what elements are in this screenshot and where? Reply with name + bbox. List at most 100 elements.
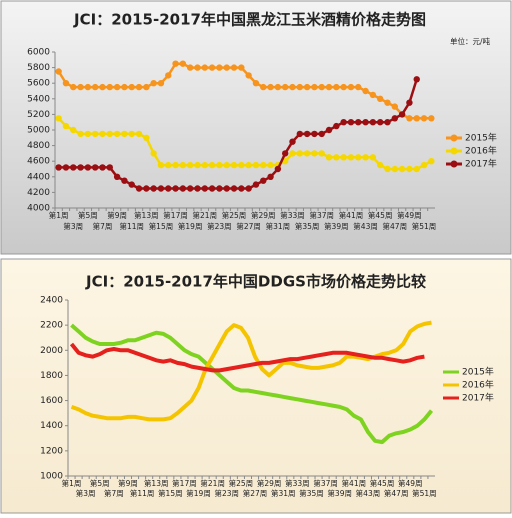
point (347, 83, 355, 91)
point (428, 115, 435, 122)
point (406, 115, 413, 122)
point (347, 119, 355, 126)
point (113, 173, 121, 180)
point (376, 119, 384, 126)
point (303, 83, 311, 91)
point (223, 161, 230, 169)
point (420, 161, 428, 169)
x-tick-label: 第37周 (309, 210, 334, 220)
x-tick-label: 第47周 (383, 221, 408, 231)
point (230, 64, 238, 71)
point (208, 161, 216, 169)
y-tick-label: 5600 (27, 79, 50, 89)
point (99, 130, 106, 138)
point (194, 64, 201, 71)
point (77, 130, 84, 138)
point (267, 83, 274, 91)
y-tick-label: 1000 (40, 472, 63, 482)
point (143, 134, 150, 141)
point (355, 119, 362, 126)
x-tick-label: 第19周 (186, 488, 211, 498)
point (230, 161, 238, 169)
point (398, 165, 406, 173)
x-tick-label: 第41周 (342, 478, 367, 488)
point (340, 154, 347, 161)
point (245, 161, 252, 169)
point (274, 165, 282, 173)
point (113, 130, 121, 138)
point (325, 83, 333, 91)
point (186, 64, 194, 71)
x-tick-label: 第13周 (134, 210, 159, 220)
point (201, 64, 209, 71)
point (318, 83, 325, 91)
x-tick-label: 第39周 (324, 221, 349, 231)
point (121, 130, 128, 138)
x-tick-label: 第49周 (397, 210, 422, 220)
point (201, 185, 209, 192)
point (296, 150, 304, 157)
point (281, 150, 289, 157)
y-tick-label: 1600 (40, 396, 63, 406)
chart-title: JCI：2015-2017年中国DDGS市场价格走势比较 (85, 273, 426, 291)
x-tick-label: 第15周 (158, 488, 183, 498)
point (143, 185, 150, 192)
point (245, 185, 252, 192)
point (260, 177, 267, 184)
point (223, 185, 230, 192)
series-line (70, 323, 434, 445)
x-tick-label: 第47周 (384, 488, 409, 498)
point (391, 103, 399, 110)
point (84, 83, 92, 91)
point (201, 161, 209, 169)
point (186, 161, 194, 169)
point (70, 164, 77, 171)
y-tick-label: 5200 (27, 110, 50, 120)
point (311, 130, 318, 138)
point (318, 130, 325, 138)
point (238, 185, 245, 192)
point (99, 83, 106, 91)
point (106, 164, 114, 171)
x-tick-label: 第29周 (251, 210, 276, 220)
y-tick-label: 2400 (40, 296, 63, 306)
point (113, 83, 121, 91)
point (362, 154, 369, 161)
point (172, 60, 179, 67)
y-tick-label: 4600 (27, 157, 50, 167)
x-tick-label: 第5周 (90, 478, 110, 488)
point (303, 130, 311, 138)
x-tick-label: 第25周 (229, 478, 254, 488)
point (333, 154, 340, 161)
x-tick-label: 第27周 (236, 221, 261, 231)
point (165, 185, 172, 192)
point (413, 76, 420, 83)
x-tick-label: 第43周 (356, 488, 381, 498)
point (420, 115, 428, 122)
x-tick-label: 第23周 (207, 221, 232, 231)
legend-marker (450, 160, 458, 168)
panel-background (0, 0, 512, 255)
point (135, 83, 143, 91)
x-tick-label: 第9周 (107, 210, 127, 220)
point (179, 161, 187, 169)
point (340, 83, 347, 91)
unit-label: 单位：元/吨 (450, 36, 491, 46)
point (128, 130, 135, 138)
x-tick-label: 第35周 (295, 221, 320, 231)
legend-label: 2015年 (462, 366, 494, 378)
legend-label: 2017年 (462, 392, 494, 404)
x-tick-label: 第35周 (299, 488, 324, 498)
point (274, 83, 282, 91)
x-tick-label: 第3周 (63, 221, 83, 231)
x-tick-label: 第9周 (118, 478, 138, 488)
point (208, 64, 216, 71)
x-tick-label: 第7周 (104, 488, 124, 498)
point (355, 154, 362, 161)
x-tick-label: 第51周 (412, 488, 437, 498)
y-tick-label: 4400 (27, 172, 50, 182)
x-tick-label: 第17周 (172, 478, 197, 488)
legend-label: 2017年 (465, 158, 497, 170)
point (362, 87, 369, 95)
